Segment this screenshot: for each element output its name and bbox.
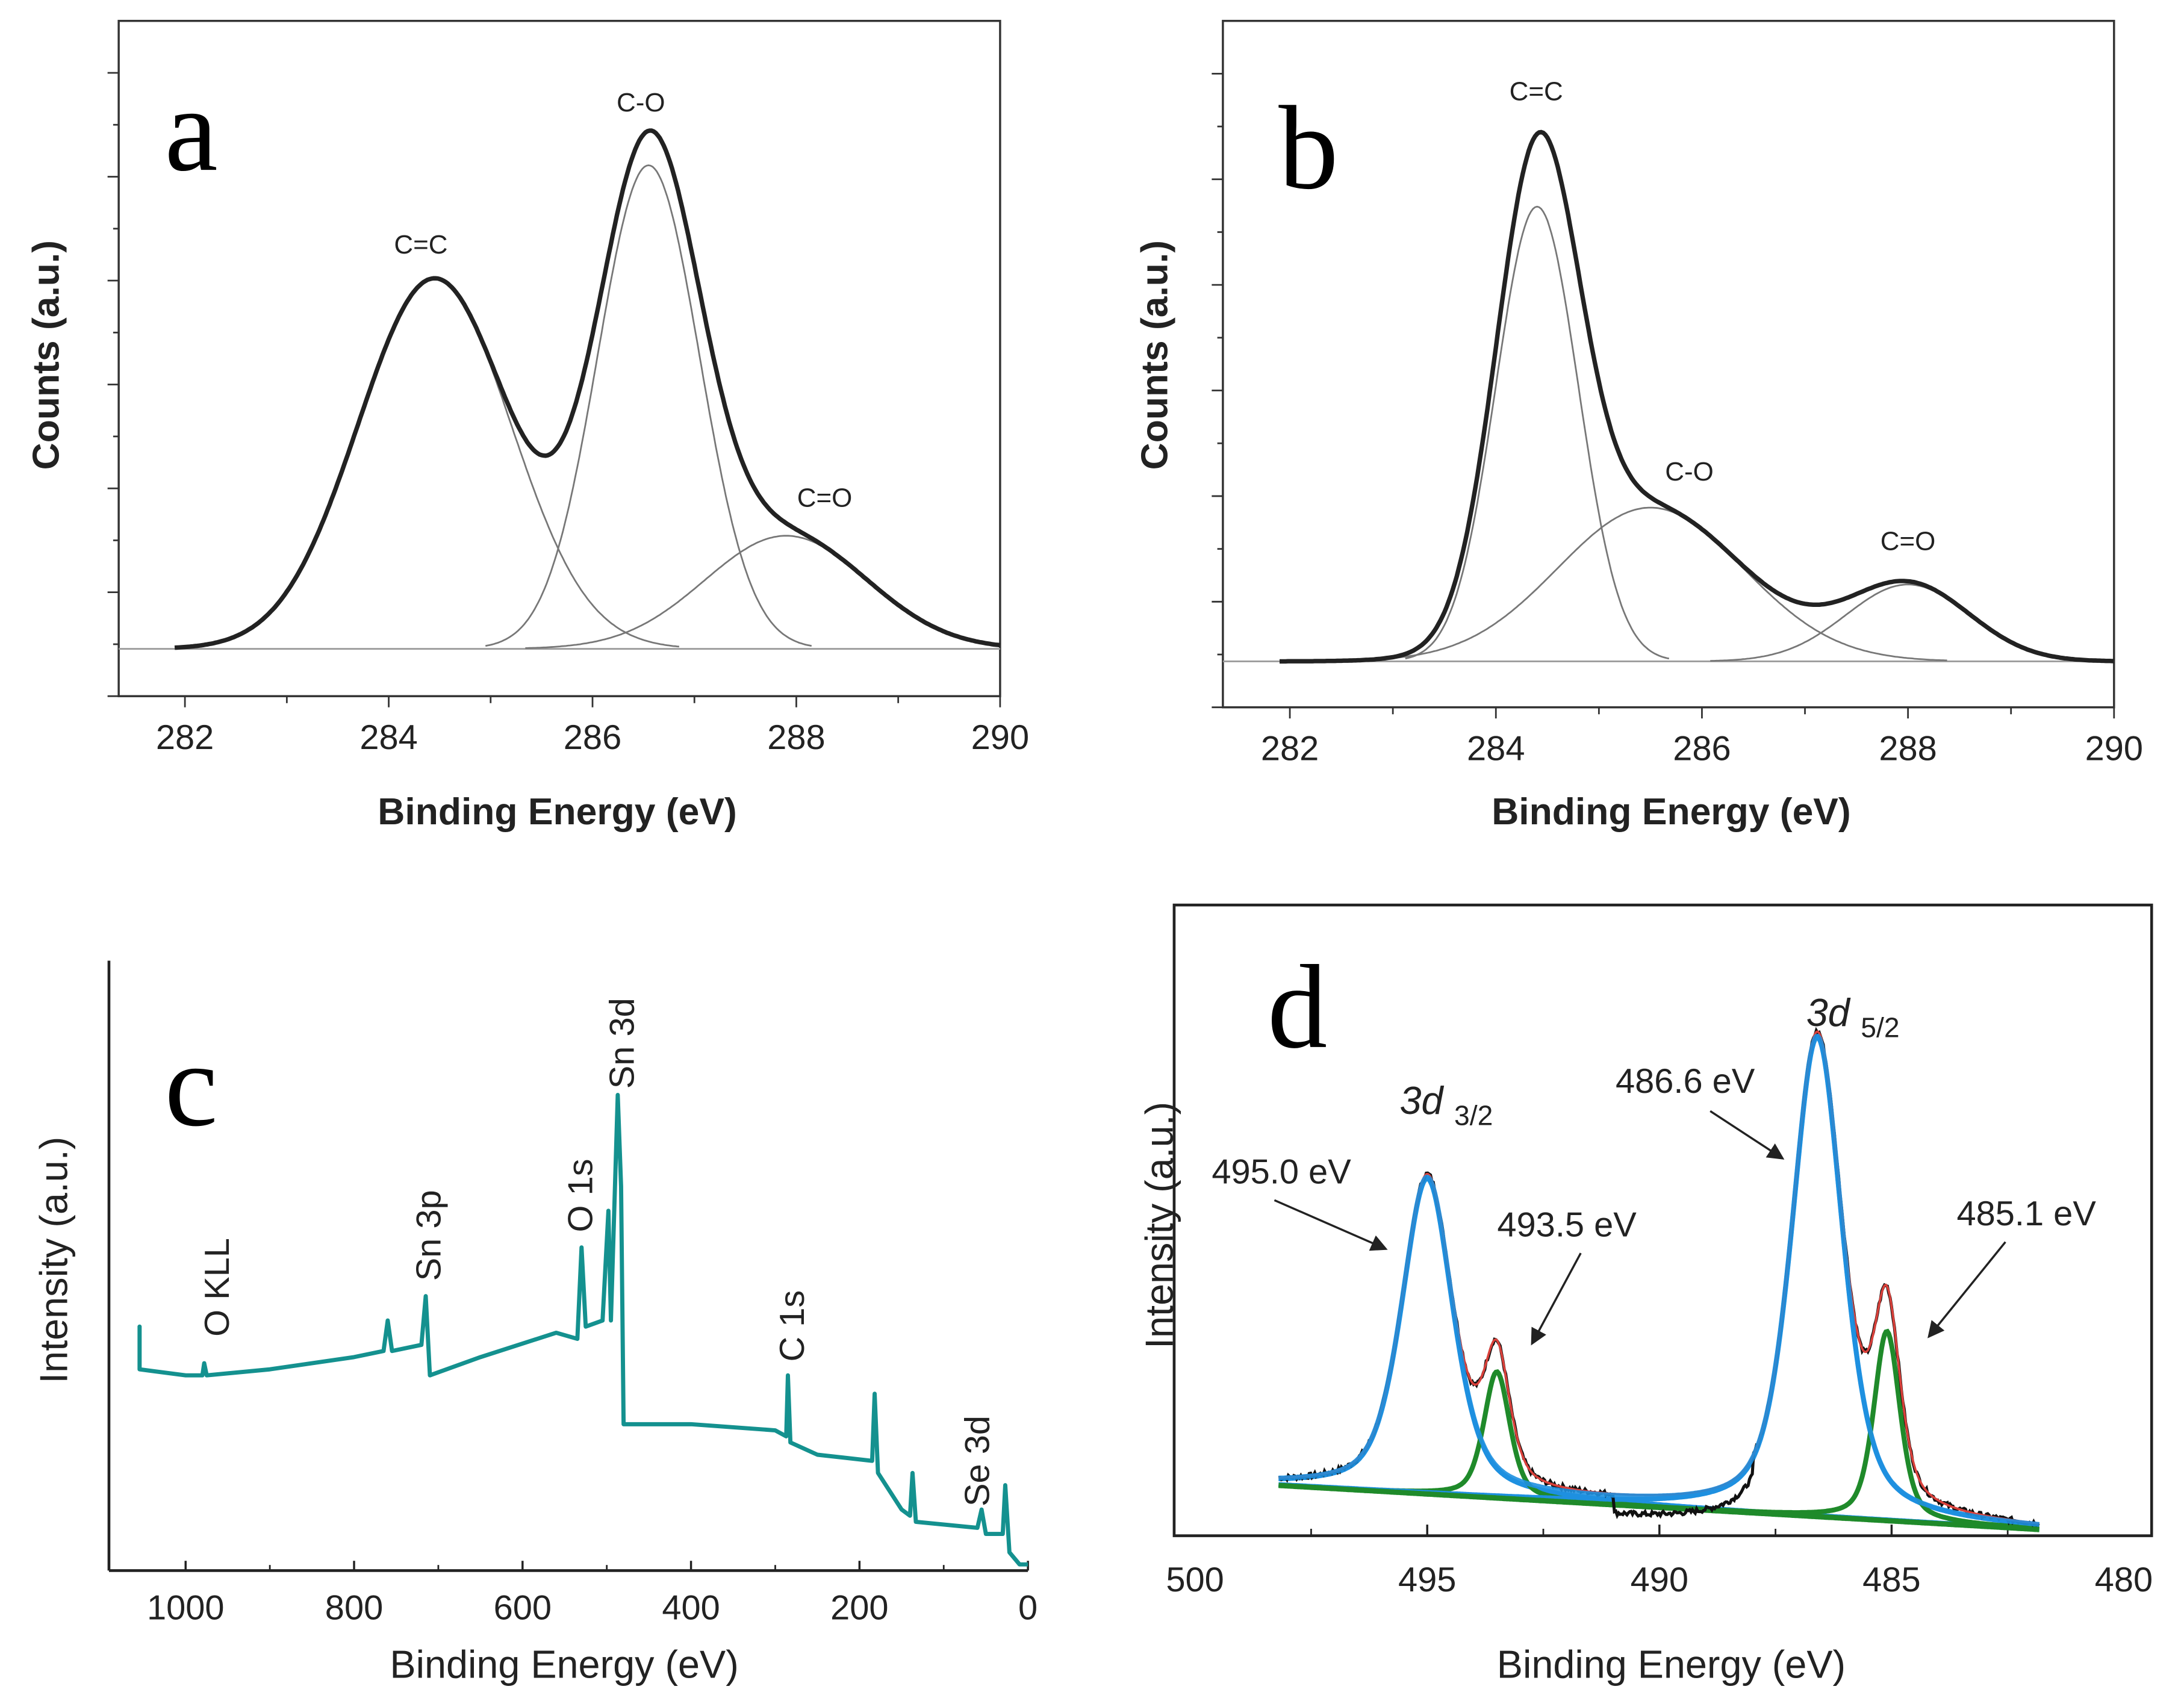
x-tick-label: 400	[662, 1588, 720, 1627]
peak-label-cc: C=C	[394, 230, 447, 260]
annotation-o-1s: O 1s	[561, 1158, 600, 1232]
arrow-icon	[1927, 1241, 2006, 1339]
y-axis-title: Counts (a.u.)	[1133, 240, 1175, 470]
arrow-icon	[1531, 1252, 1582, 1346]
component-peak-C=C	[1405, 205, 1670, 660]
annotation-3d: 3d 5/2	[1806, 990, 1900, 1043]
x-tick-label: 500	[1166, 1561, 1224, 1599]
peak-label-c-double-o: C=O	[1881, 526, 1936, 556]
panel-d: d 3d 3/2 3d 5/2 495.0 eV 493.5 eV 486.6 eV…	[1137, 903, 2153, 1686]
x-tick-label: 480	[2095, 1561, 2153, 1599]
x-tick-label: 288	[767, 718, 825, 757]
x-tick-label: 286	[564, 718, 621, 757]
x-tick-label: 0	[1018, 1588, 1038, 1627]
panel-a: a C=C C-O C=O Binding Energy (eV) Counts…	[25, 19, 1029, 833]
annotation-c-1s: C 1s	[773, 1290, 812, 1362]
envelope-fit	[1278, 1030, 2039, 1525]
peak-label-c-double-o: C=O	[797, 483, 853, 513]
fit-peak-485.1	[1278, 1328, 2039, 1531]
envelope-curve	[1279, 129, 2114, 664]
x-tick-label: 600	[494, 1588, 552, 1627]
component-peak-C-O	[485, 164, 812, 647]
x-tick-label: 288	[1879, 730, 1937, 768]
x-axis-title: Binding Energy (eV)	[390, 1642, 738, 1686]
panel-letter-d: d	[1268, 941, 1327, 1074]
fit-peak-486.6	[1278, 1034, 2040, 1528]
plot-frame	[1222, 19, 2115, 709]
x-tick-label: 290	[971, 718, 1029, 757]
x-tick-label: 200	[830, 1588, 888, 1627]
panel-letter-a: a	[164, 64, 217, 196]
component-peak-C=O	[1710, 583, 2106, 662]
y-axis-title: Intensity (a.u.)	[32, 1137, 76, 1384]
peak-label-493-5: 493.5 eV	[1497, 1205, 1637, 1244]
x-tick-label: 282	[1261, 730, 1319, 768]
panel-c: c O KLL Sn 3p O 1s Sn 3d C 1s Se 3d Bind…	[32, 960, 1038, 1686]
panel-letter-c: c	[164, 1019, 217, 1151]
component-peak-C=O	[525, 535, 1001, 649]
peak-label-co: C-O	[1665, 457, 1714, 487]
x-tick-label: 495	[1398, 1561, 1456, 1599]
component-peak-C-O	[1354, 506, 1947, 662]
x-tick-label: 1000	[147, 1588, 225, 1627]
peak-label-cc: C=C	[1510, 76, 1563, 106]
survey-spectrum	[137, 1093, 1028, 1567]
peak-label-486-6: 486.6 eV	[1616, 1062, 1755, 1101]
x-tick-label: 490	[1631, 1561, 1688, 1599]
envelope-curve	[174, 128, 1001, 650]
x-axis-title: Binding Energy (eV)	[1492, 791, 1851, 833]
x-tick-label: 290	[2085, 730, 2143, 768]
x-tick-label: 282	[156, 718, 214, 757]
x-tick-label: 286	[1673, 730, 1731, 768]
arrow-icon	[1710, 1110, 1785, 1160]
main-fit-curve	[1278, 1033, 2040, 1527]
x-axis-title: Binding Energy (eV)	[1497, 1642, 1846, 1686]
plot-frame	[1172, 903, 2153, 1537]
peak-label-495: 495.0 eV	[1212, 1153, 1351, 1192]
x-tick-label: 284	[359, 718, 417, 757]
x-tick-label: 800	[325, 1588, 383, 1627]
annotation-o-kll: O KLL	[198, 1238, 237, 1337]
plot-frame	[117, 19, 1001, 697]
panel-b: b C=C C-O C=O Binding Energy (eV) Counts…	[1133, 19, 2143, 833]
peak-label-485-1: 485.1 eV	[1956, 1195, 2096, 1233]
arrow-icon	[1274, 1199, 1388, 1251]
annotation-sn-3p: Sn 3p	[409, 1190, 448, 1281]
annotation-3d: 3d 3/2	[1400, 1078, 1493, 1131]
x-axis-title: Binding Energy (eV)	[378, 791, 737, 833]
annotation-sn-3d: Sn 3d	[603, 998, 642, 1089]
panel-letter-b: b	[1278, 82, 1338, 214]
x-tick-label: 485	[1862, 1561, 1920, 1599]
experimental-data	[1278, 1027, 2040, 1528]
annotation-se-3d: Se 3d	[958, 1416, 997, 1506]
x-tick-label: 284	[1467, 730, 1525, 768]
peak-label-co: C-O	[617, 88, 665, 117]
y-axis-title: Counts (a.u.)	[25, 240, 67, 470]
component-peak-C=C	[190, 277, 679, 648]
